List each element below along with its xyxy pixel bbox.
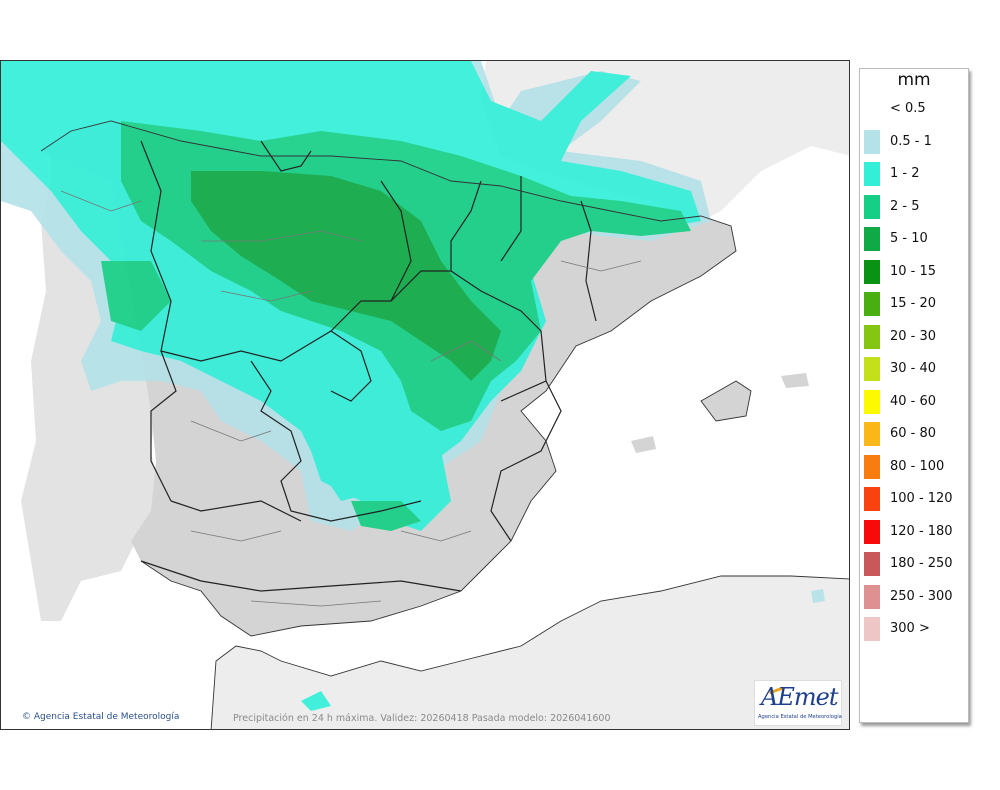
legend-item: 1 - 2 [864, 162, 966, 186]
legend-item: 0.5 - 1 [864, 129, 966, 154]
legend-swatch [864, 617, 880, 641]
legend-item: 15 - 20 [864, 292, 966, 316]
legend-label: 250 - 300 [890, 588, 953, 604]
legend-item: 300 > [864, 617, 966, 641]
precipitation-map [0, 60, 850, 730]
copyright-label: Agencia Estatal de Meteorología [33, 712, 180, 722]
coastlines [40, 120, 849, 729]
legend-swatch [864, 324, 880, 349]
legend-label: 5 - 10 [890, 231, 928, 246]
regional-borders [140, 140, 597, 592]
legend-label: 180 - 250 [890, 556, 953, 571]
legend-title: mm [897, 70, 931, 90]
legend-label: 300 > [890, 621, 930, 636]
legend-label: 1 - 2 [890, 166, 920, 181]
legend-swatch [864, 194, 880, 219]
legend-swatch [864, 162, 880, 186]
menorca-island [781, 373, 809, 388]
legend-label: 15 - 20 [890, 296, 937, 311]
legend-item: 20 - 30 [864, 324, 966, 349]
legend-item: 120 - 180 [864, 519, 966, 544]
legend-label: 2 - 5 [890, 198, 920, 214]
legend-swatch [864, 552, 880, 576]
legend-swatch [864, 259, 880, 284]
legend-swatch [864, 454, 880, 479]
legend-swatch [864, 357, 880, 381]
legend-swatch [864, 487, 880, 511]
aemet-logo: AEmet Agencia Estatal de Meteorología [754, 680, 842, 726]
logo-subtitle: Agencia Estatal de Meteorología [758, 714, 842, 720]
ibiza-island [631, 436, 656, 453]
legend-swatch [864, 129, 880, 154]
legend-label: 40 - 60 [890, 393, 937, 409]
provincial-borders [60, 190, 642, 607]
legend-label: 30 - 40 [890, 361, 937, 376]
legend-swatch [864, 292, 880, 316]
legend-swatch [864, 422, 880, 446]
legend-item: 5 - 10 [864, 227, 966, 251]
legend-item: 180 - 250 [864, 552, 966, 576]
legend-swatch [864, 389, 880, 414]
legend-item: 10 - 15 [864, 259, 966, 284]
legend-panel: mm < 0.5 0.5 - 1 1 - 2 2 - 5 5 - 10 10 - 15 15… [859, 68, 969, 723]
legend-label: < 0.5 [890, 101, 926, 116]
legend-label: 10 - 15 [890, 263, 937, 279]
legend-label: 80 - 100 [890, 458, 945, 474]
logo-word: AEmet [761, 683, 838, 711]
legend-swatch [864, 519, 880, 544]
mallorca-island [701, 381, 751, 421]
precipitation-layer [1, 61, 825, 711]
legend-item: 60 - 80 [864, 422, 966, 446]
map-caption: Precipitación en 24 h máxima. Validez: 2… [233, 713, 611, 724]
map-canvas [1, 61, 849, 729]
legend-label: 20 - 30 [890, 328, 937, 344]
legend-item: < 0.5 [864, 97, 966, 121]
legend-label: 0.5 - 1 [890, 133, 932, 149]
legend-item: 250 - 300 [864, 584, 966, 609]
legend-item: 40 - 60 [864, 389, 966, 414]
legend-swatch [864, 227, 880, 251]
legend-item: 2 - 5 [864, 194, 966, 219]
legend-label: 120 - 180 [890, 523, 953, 539]
copyright-text: © Agencia Estatal de Meteorología [22, 712, 179, 722]
legend-item: 100 - 120 [864, 487, 966, 511]
legend-item: 80 - 100 [864, 454, 966, 479]
africa-landmass [211, 576, 849, 729]
copyright-icon: © [22, 712, 31, 722]
legend-item: 30 - 40 [864, 357, 966, 381]
legend-label: 60 - 80 [890, 426, 937, 441]
legend-swatch [864, 584, 880, 609]
legend-label: 100 - 120 [890, 491, 953, 506]
